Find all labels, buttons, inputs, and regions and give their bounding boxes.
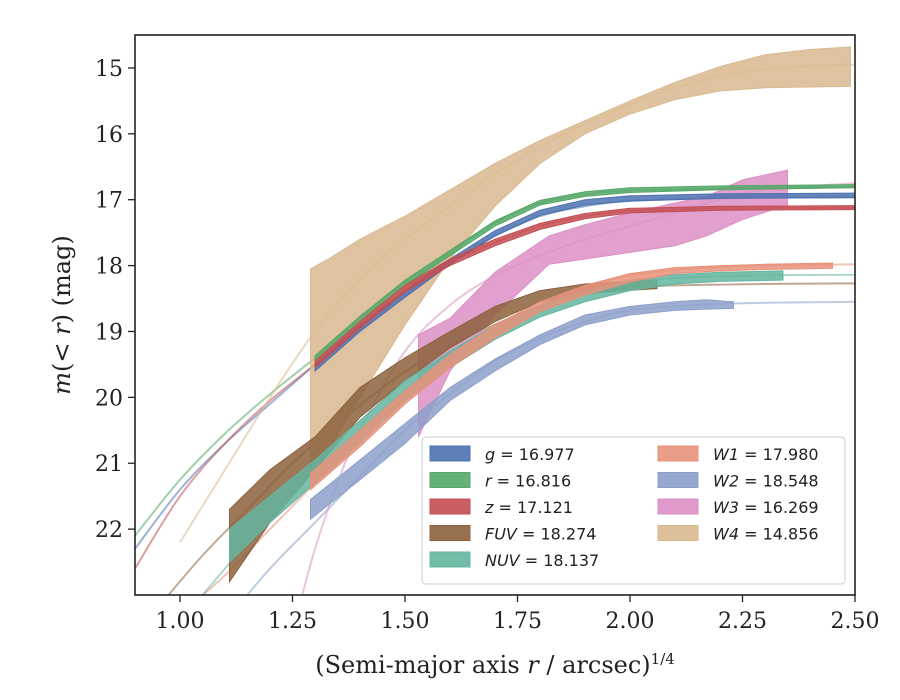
band-w2 <box>310 299 734 521</box>
legend-swatch-r <box>429 472 471 488</box>
band-w1 <box>310 262 833 491</box>
legend-label-r: r = 16.816 <box>485 472 571 491</box>
legend-label-w4: W4 = 14.856 <box>713 525 819 544</box>
y-tick-label: 16 <box>95 123 123 148</box>
y-tick-label: 21 <box>95 452 123 477</box>
y-tick-label: 20 <box>95 386 123 411</box>
legend-label-w2: W2 = 18.548 <box>713 472 819 491</box>
band-w4 <box>310 46 851 479</box>
band-z <box>314 205 855 369</box>
x-axis-label: (Semi-major axis r / arcsec)1/4 <box>315 650 675 679</box>
legend-label-nuv: NUV = 18.137 <box>485 551 599 570</box>
legend-label-w1: W1 = 17.980 <box>713 445 819 464</box>
legend-swatch-w4 <box>657 525 699 541</box>
legend-swatch-w2 <box>657 472 699 488</box>
y-axis-ticks: 15 16 17 18 19 20 21 22 <box>95 57 135 543</box>
band-w3 <box>418 169 788 438</box>
legend-swatch-w3 <box>657 498 699 515</box>
legend-label-w3: W3 = 16.269 <box>713 498 819 517</box>
x-tick-label: 1.50 <box>381 609 430 634</box>
y-tick-label: 15 <box>95 57 123 82</box>
y-tick-label: 17 <box>95 189 123 214</box>
legend-label-fuv: FUV = 18.274 <box>485 525 596 544</box>
x-tick-label: 1.25 <box>268 609 317 634</box>
y-tick-label: 22 <box>95 518 123 543</box>
band-g <box>314 192 855 373</box>
legend-swatch-fuv <box>429 525 471 541</box>
plot-frame <box>134 34 856 596</box>
x-tick-label: 2.25 <box>718 609 767 634</box>
x-axis-ticks: 1.00 1.25 1.50 1.75 2.00 2.25 2.50 <box>156 595 880 634</box>
x-tick-label: 1.00 <box>156 609 205 634</box>
legend-swatch-w1 <box>657 445 699 462</box>
y-tick-label: 18 <box>95 255 123 280</box>
legend-swatch-g <box>429 445 471 462</box>
legend-swatch-z <box>429 498 471 515</box>
band-r <box>314 184 855 363</box>
legend: g = 16.977 r = 16.816 z = 17.121 FUV = 18.2… <box>421 436 846 585</box>
legend-label-g: g = 16.977 <box>485 445 575 464</box>
x-tick-label: 2.50 <box>831 609 880 634</box>
y-tick-label: 19 <box>95 320 123 345</box>
y-axis-label: m(< r) (mag) <box>48 235 76 395</box>
legend-label-z: z = 17.121 <box>484 498 573 517</box>
legend-swatch-nuv <box>429 551 471 568</box>
x-tick-label: 2.00 <box>606 609 655 634</box>
legend-box <box>421 436 846 585</box>
profile-bands <box>229 46 855 584</box>
x-tick-label: 1.75 <box>493 609 542 634</box>
